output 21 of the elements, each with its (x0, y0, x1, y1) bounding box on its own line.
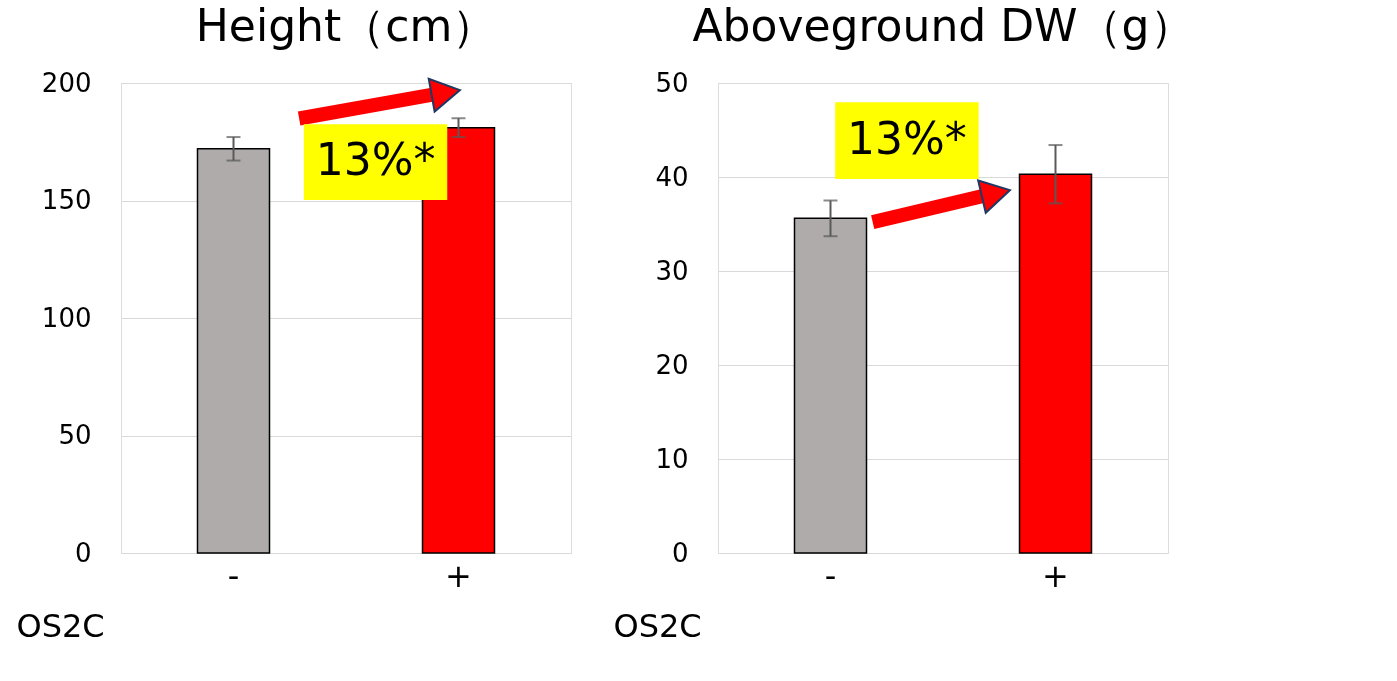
y-tick-label: 0 (671, 537, 689, 568)
y-tick-label: 200 (41, 67, 92, 98)
y-tick-label: 100 (41, 302, 92, 333)
annotation: 13%* (847, 112, 967, 164)
x-axis-title: OS2C (613, 606, 702, 645)
x-tick-label: + (1042, 556, 1069, 595)
y-tick-label: 50 (655, 67, 689, 98)
x-tick-label: - (824, 556, 837, 595)
x-tick-label: - (227, 556, 240, 595)
y-tick-label: 50 (58, 420, 92, 450)
y-tick-label: 30 (655, 255, 689, 286)
chart-title: Height（cm） (195, 0, 497, 51)
y-tick-label: 0 (74, 537, 92, 568)
x-axis-title: OS2C (16, 606, 105, 645)
y-tick-label: 20 (655, 349, 689, 380)
y-tick-label: 150 (41, 185, 92, 215)
y-tick-label: 40 (655, 161, 689, 192)
chart-title: Aboveground DW（g） (692, 0, 1194, 51)
y-tick-label: 10 (655, 443, 689, 474)
annotation: 13%* (315, 134, 436, 186)
x-tick-label: + (445, 556, 472, 595)
